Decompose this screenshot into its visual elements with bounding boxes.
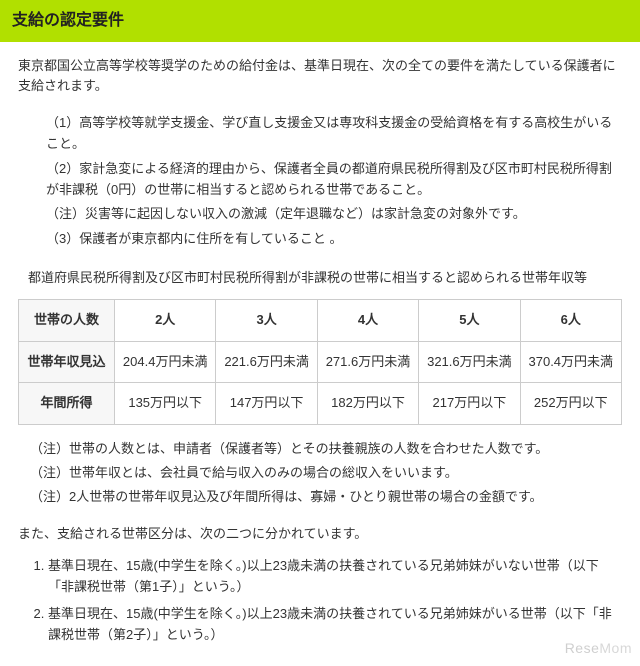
section-header: 支給の認定要件 [0, 0, 640, 42]
table-cell: 217万円以下 [419, 383, 520, 425]
categories-list: 基準日現在、15歳(中学生を除く。)以上23歳未満の扶養されている兄弟姉妹がいな… [18, 556, 622, 645]
table-cell: 147万円以下 [216, 383, 317, 425]
content-area: 東京都国公立高等学校等奨学のための給付金は、基準日現在、次の全ての要件を満たして… [0, 42, 640, 666]
table-note: （注）世帯年収とは、会社員で給与収入のみの場合の総収入をいいます。 [30, 463, 622, 484]
watermark-part-a: Rese [565, 640, 600, 656]
table-note: （注）世帯の人数とは、申請者（保護者等）とその扶養親族の人数を合わせた人数です。 [30, 439, 622, 460]
table-row: 年間所得 135万円以下 147万円以下 182万円以下 217万円以下 252… [19, 383, 622, 425]
table-row: 世帯年収見込 204.4万円未満 221.6万円未満 271.6万円未満 321… [19, 341, 622, 383]
watermark: ReseMom [565, 637, 632, 659]
requirement-item: （3）保護者が東京都内に住所を有していること 。 [46, 229, 622, 250]
table-cell: 182万円以下 [317, 383, 418, 425]
table-cell: 321.6万円未満 [419, 341, 520, 383]
table-col-header: 5人 [419, 299, 520, 341]
table-cell: 135万円以下 [115, 383, 216, 425]
watermark-part-b: Mom [599, 640, 632, 656]
requirement-item: （2）家計急変による経済的理由から、保護者全員の都道府県民税所得割及び区市町村民… [46, 159, 622, 201]
intro-paragraph: 東京都国公立高等学校等奨学のための給付金は、基準日現在、次の全ての要件を満たして… [18, 56, 622, 98]
table-cell: 271.6万円未満 [317, 341, 418, 383]
category-item: 基準日現在、15歳(中学生を除く。)以上23歳未満の扶養されている兄弟姉妹がいる… [48, 604, 622, 646]
table-col-header: 4人 [317, 299, 418, 341]
table-cell: 370.4万円未満 [520, 341, 621, 383]
table-row-header: 年間所得 [19, 383, 115, 425]
table-intro: 都道府県民税所得割及び区市町村民税所得割が非課税の世帯に相当すると認められる世帯… [28, 268, 622, 289]
section-title: 支給の認定要件 [12, 12, 124, 29]
table-notes: （注）世帯の人数とは、申請者（保護者等）とその扶養親族の人数を合わせた人数です。… [18, 439, 622, 507]
table-cell: 204.4万円未満 [115, 341, 216, 383]
table-header-row: 世帯の人数 2人 3人 4人 5人 6人 [19, 299, 622, 341]
table-col-header: 3人 [216, 299, 317, 341]
table-note: （注）2人世帯の世帯年収見込及び年間所得は、寡婦・ひとり親世帯の場合の金額です。 [30, 487, 622, 508]
table-corner-header: 世帯の人数 [19, 299, 115, 341]
income-table: 世帯の人数 2人 3人 4人 5人 6人 世帯年収見込 204.4万円未満 22… [18, 299, 622, 425]
table-col-header: 6人 [520, 299, 621, 341]
requirements-list: （1）高等学校等就学支援金、学び直し支援金又は専攻科支援金の受給資格を有する高校… [18, 113, 622, 250]
table-cell: 221.6万円未満 [216, 341, 317, 383]
categories-intro: また、支給される世帯区分は、次の二つに分かれています。 [18, 524, 622, 545]
table-row-header: 世帯年収見込 [19, 341, 115, 383]
table-cell: 252万円以下 [520, 383, 621, 425]
table-col-header: 2人 [115, 299, 216, 341]
requirement-item: （1）高等学校等就学支援金、学び直し支援金又は専攻科支援金の受給資格を有する高校… [46, 113, 622, 155]
requirement-subnote: （注）災害等に起因しない収入の激減（定年退職など）は家計急変の対象外です。 [46, 204, 622, 225]
category-item: 基準日現在、15歳(中学生を除く。)以上23歳未満の扶養されている兄弟姉妹がいな… [48, 556, 622, 598]
